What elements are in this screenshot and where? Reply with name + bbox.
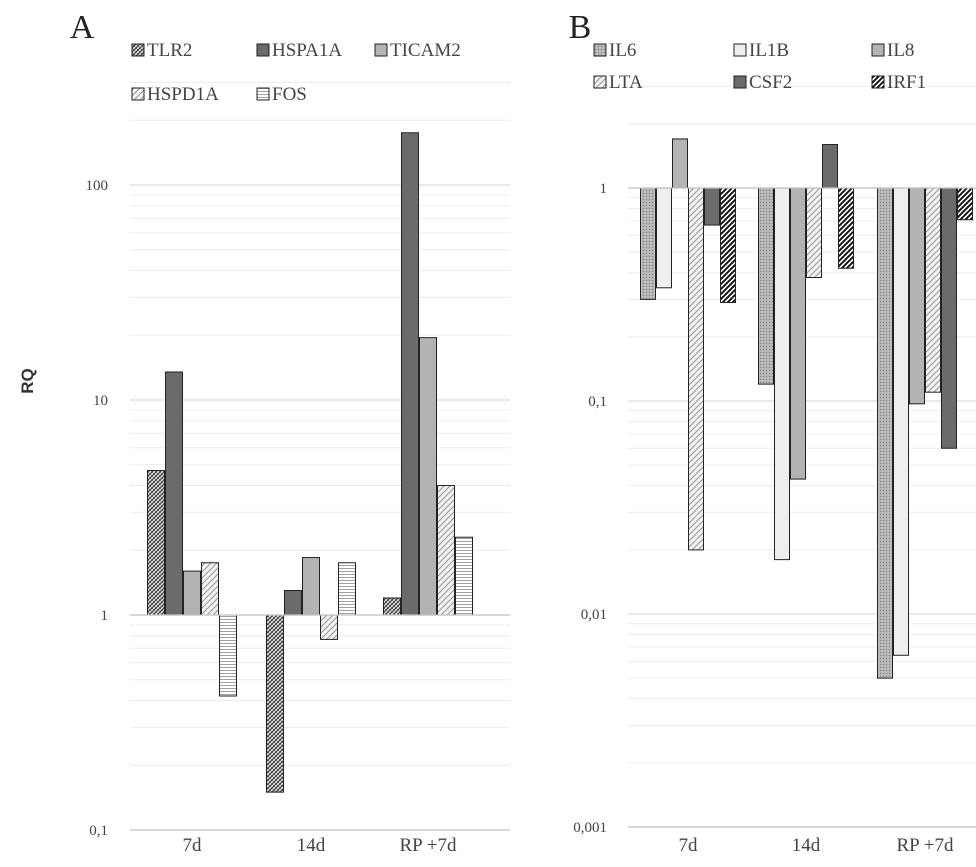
panel-a: A 0,1 1 10 100 7d 14d RP +7d TLR2 HSPA1A TICAM2 HSP…: [70, 9, 510, 856]
y-tick-label: 0,01: [581, 607, 607, 623]
bar-il6-rp-7d: [877, 187, 893, 679]
legend-label: FOS: [272, 84, 307, 105]
bar-irf1-rp-7d: [957, 187, 973, 221]
panel-b: B 0,001 0,01 0,1 1 7d 14d RP +7d IL6 IL1B IL8 LTA CS…: [569, 9, 976, 856]
bar-ticam2-rp-7d: [419, 337, 437, 616]
bar-hspa1a-7d: [165, 371, 183, 616]
y-tick-label: 1: [101, 608, 109, 624]
legend-item-hspa1a: HSPA1A: [256, 40, 342, 61]
legend-swatch: [256, 87, 270, 101]
x-tick-label: 7d: [183, 835, 203, 856]
legend-swatch: [871, 43, 885, 57]
legend-label: LTA: [609, 72, 643, 93]
legend-label: TICAM2: [390, 40, 461, 61]
legend-item-il1b: IL1B: [733, 40, 789, 61]
x-tick-label: 7d: [679, 835, 699, 856]
legend-label: IL6: [609, 40, 636, 61]
legend-label: CSF2: [749, 72, 792, 93]
bar-ticam2-14d: [302, 557, 320, 616]
bar-il1b-7d: [656, 187, 672, 289]
legend-swatch: [733, 75, 747, 89]
y-tick-label: 0,1: [588, 394, 607, 410]
y-tick-label: 0,1: [89, 823, 108, 839]
legend-item-irf1: IRF1: [871, 72, 926, 93]
legend-swatch: [733, 43, 747, 57]
bar-irf1-7d: [720, 187, 736, 304]
legend-item-hspd1a: HSPD1A: [131, 84, 219, 105]
bar-lta-rp-7d: [925, 187, 941, 393]
x-tick-label: 14d: [792, 835, 821, 856]
bar-fos-7d: [219, 614, 237, 697]
legend-item-csf2: CSF2: [733, 72, 792, 93]
bar-irf1-14d: [838, 187, 854, 269]
bar-tlr2-7d: [147, 469, 165, 616]
legend-label: HSPA1A: [272, 40, 342, 61]
y-tick-label: 100: [86, 178, 109, 194]
legend-swatch: [131, 43, 145, 57]
bar-tlr2-rp-7d: [383, 597, 401, 616]
legend-swatch: [593, 75, 607, 89]
legend-item-il8: IL8: [871, 40, 914, 61]
legend-swatch: [374, 43, 388, 57]
legend-swatch: [871, 75, 885, 89]
legend-label: IL1B: [749, 40, 789, 61]
bar-lta-14d: [806, 187, 822, 279]
bar-il6-7d: [640, 187, 656, 300]
legend-swatch: [256, 43, 270, 57]
bar-il8-7d: [672, 138, 688, 189]
bar-hspa1a-rp-7d: [401, 132, 419, 616]
panel-letter: B: [569, 9, 592, 46]
legend-label: IRF1: [887, 72, 926, 93]
legend-item-il6: IL6: [593, 40, 636, 61]
legend-label: IL8: [887, 40, 914, 61]
panel-letter: A: [70, 9, 95, 46]
y-tick-label: 1: [600, 181, 608, 197]
legend-swatch: [593, 43, 607, 57]
bar-tlr2-14d: [266, 614, 284, 793]
legend-item-ticam2: TICAM2: [374, 40, 461, 61]
legend-swatch: [131, 87, 145, 101]
bar-il1b-rp-7d: [893, 187, 909, 656]
legend-item-lta: LTA: [593, 72, 643, 93]
bar-csf2-7d: [704, 187, 720, 226]
bar-lta-7d: [688, 187, 704, 551]
bar-ticam2-7d: [183, 570, 201, 616]
legend-item-fos: FOS: [256, 84, 307, 105]
bar-fos-14d: [338, 562, 356, 616]
x-tick-label: RP +7d: [897, 835, 955, 856]
bar-fos-rp-7d: [455, 536, 473, 616]
bar-hspd1a-7d: [201, 562, 219, 616]
bar-il1b-14d: [774, 187, 790, 561]
y-tick-label: 0,001: [573, 820, 607, 836]
legend-label: HSPD1A: [147, 84, 219, 105]
bar-il8-rp-7d: [909, 187, 925, 405]
bar-hspd1a-14d: [320, 614, 338, 640]
y-axis-label: RQ: [18, 368, 37, 394]
bar-il6-14d: [758, 187, 774, 385]
bar-csf2-rp-7d: [941, 187, 957, 449]
x-tick-label: 14d: [297, 835, 326, 856]
bar-hspa1a-14d: [284, 590, 302, 616]
bar-hspd1a-rp-7d: [437, 485, 455, 616]
x-tick-label: RP +7d: [400, 835, 458, 856]
legend-label: TLR2: [147, 40, 192, 61]
bar-il8-14d: [790, 187, 806, 480]
legend-item-tlr2: TLR2: [131, 40, 192, 61]
bar-csf2-14d: [822, 144, 838, 189]
y-tick-label: 10: [93, 393, 108, 409]
